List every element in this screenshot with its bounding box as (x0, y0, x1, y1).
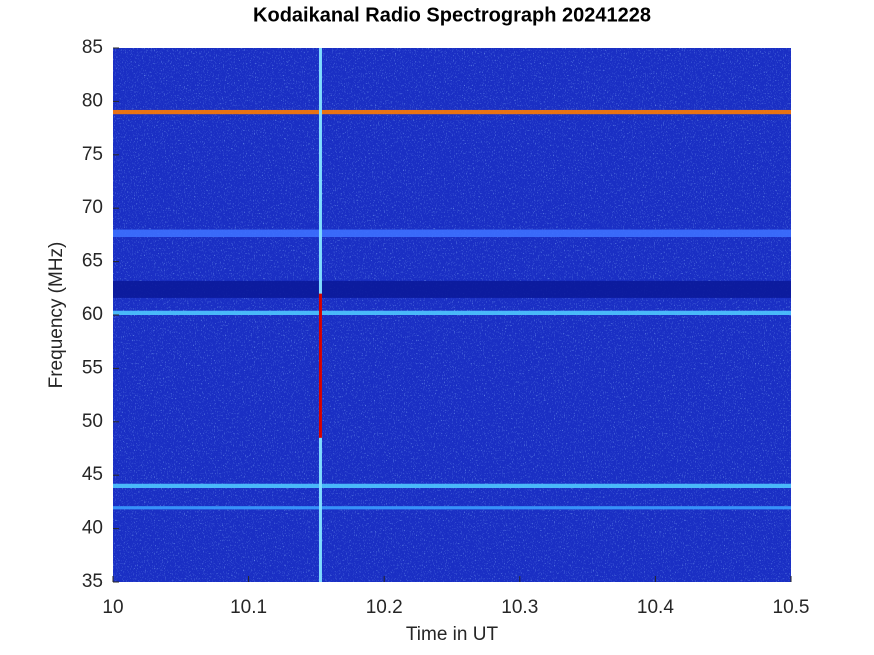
y-axis-label: Frequency (MHz) (46, 242, 67, 389)
burst (318, 293, 322, 438)
x-axis-label: Time in UT (406, 624, 499, 645)
y-tick-label: 75 (82, 144, 103, 165)
frequency-band (113, 280, 791, 298)
y-tick-label: 60 (82, 304, 103, 325)
x-tick-label: 10.4 (637, 597, 674, 618)
x-tick-label: 10.1 (230, 597, 267, 618)
frequency-band (113, 109, 791, 115)
y-tick-label: 55 (82, 357, 103, 378)
x-tick-label: 10.3 (501, 597, 538, 618)
x-tick-label: 10.5 (773, 597, 810, 618)
y-tick-label: 85 (82, 37, 103, 58)
y-tick-label: 70 (82, 197, 103, 218)
frequency-band (113, 483, 791, 489)
chart-title: Kodaikanal Radio Spectrograph 20241228 (253, 4, 651, 26)
frequency-band (113, 506, 791, 510)
y-tick-label: 50 (82, 411, 103, 432)
frequency-band (113, 229, 791, 238)
y-tick-label: 40 (82, 518, 103, 539)
y-tick-label: 35 (82, 571, 103, 592)
plot-area (113, 48, 791, 582)
y-tick-label: 65 (82, 251, 103, 272)
y-tick-label: 80 (82, 90, 103, 111)
frequency-band (113, 310, 791, 315)
x-tick-label: 10.2 (366, 597, 403, 618)
y-tick-label: 45 (82, 464, 103, 485)
x-tick-label: 10 (102, 597, 123, 618)
